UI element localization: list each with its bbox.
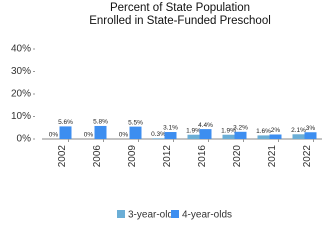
value-label: 2.1% [291, 127, 306, 134]
legend-swatch [171, 210, 179, 218]
legend-label: 4-year-olds [182, 210, 232, 221]
chart: Percent of State Population Enrolled in … [11, 2, 322, 221]
y-tick-label: 20% [11, 89, 31, 100]
bar [304, 132, 317, 139]
bar [257, 135, 270, 139]
x-tick-label: 2020 [232, 145, 243, 168]
bar [222, 134, 235, 139]
bar [94, 125, 107, 139]
x-tick-label: 2016 [197, 145, 208, 168]
bar [187, 134, 200, 139]
legend-swatch [117, 210, 125, 218]
y-tick-label: 10% [11, 111, 31, 122]
value-label: 0% [84, 132, 94, 139]
legend-label: 3-year-olds [128, 210, 178, 221]
x-tick-label: 2006 [92, 145, 103, 168]
chart-title: Enrolled in State-Funded Preschool [89, 15, 271, 27]
x-tick-label: 2012 [162, 145, 173, 168]
x-tick-label: 2002 [57, 145, 68, 168]
bar [129, 126, 142, 139]
value-label: 0.3% [151, 131, 166, 138]
x-tick-label: 2022 [302, 145, 313, 168]
y-tick-label: 0% [17, 134, 32, 145]
value-label: 2% [271, 127, 281, 134]
bar [164, 132, 177, 139]
value-label: 4.4% [198, 122, 213, 129]
value-label: 5.8% [93, 119, 108, 126]
value-label: 5.6% [58, 119, 73, 126]
value-label: 1.9% [221, 127, 236, 134]
value-label: 5.5% [128, 119, 143, 126]
value-label: 3.1% [163, 125, 178, 132]
value-label: 3% [306, 125, 316, 132]
chart-title: Percent of State Population [110, 2, 250, 14]
y-tick-label: 30% [11, 66, 31, 77]
bar [234, 131, 247, 139]
y-tick-label: 40% [11, 44, 31, 55]
x-tick-label: 2009 [127, 145, 138, 168]
bar [152, 138, 165, 139]
value-label: 0% [119, 132, 129, 139]
value-label: 1.6% [256, 128, 271, 135]
bar [59, 126, 72, 139]
bar [292, 134, 305, 139]
value-label: 1.9% [186, 127, 201, 134]
value-label: 0% [49, 132, 59, 139]
bar [269, 134, 282, 139]
bar [199, 129, 212, 139]
value-label: 3.2% [233, 125, 248, 132]
x-tick-label: 2021 [267, 145, 278, 168]
